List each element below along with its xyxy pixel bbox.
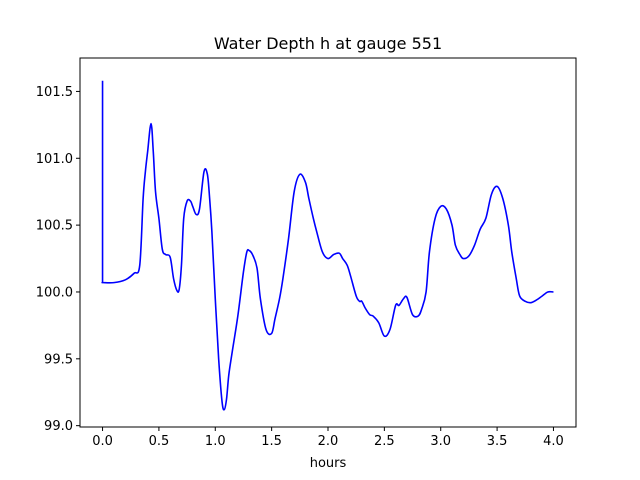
y-tick-label: 99.0 [44, 419, 73, 434]
y-tick-label: 100.0 [36, 285, 73, 300]
x-tick-label: 2.5 [374, 434, 395, 449]
x-axis: 0.0 0.5 1.0 1.5 2.0 2.5 3.0 3.5 4.0 [92, 427, 564, 449]
chart-title: Water Depth h at gauge 551 [214, 34, 442, 53]
series-line-0 [101, 80, 554, 411]
x-tick-label: 1.5 [261, 434, 282, 449]
x-tick-label: 3.5 [487, 434, 508, 449]
x-axis-label: hours [310, 456, 347, 471]
y-tick-label: 101.0 [36, 152, 73, 167]
axes-frame [79, 57, 577, 428]
x-tick-label: 4.0 [543, 434, 564, 449]
series-layer [101, 80, 554, 411]
x-tick-label: 1.0 [205, 434, 226, 449]
y-tick-label: 99.5 [44, 352, 73, 367]
x-tick-label: 2.0 [318, 434, 339, 449]
y-axis: 99.0 99.5 100.0 100.5 101.0 101.5 [36, 85, 80, 434]
plot-area [79, 57, 577, 428]
y-tick-label: 101.5 [36, 85, 73, 100]
x-tick-label: 3.0 [430, 434, 451, 449]
x-tick-label: 0.0 [92, 434, 113, 449]
x-tick-label: 0.5 [149, 434, 170, 449]
y-tick-label: 100.5 [36, 219, 73, 234]
